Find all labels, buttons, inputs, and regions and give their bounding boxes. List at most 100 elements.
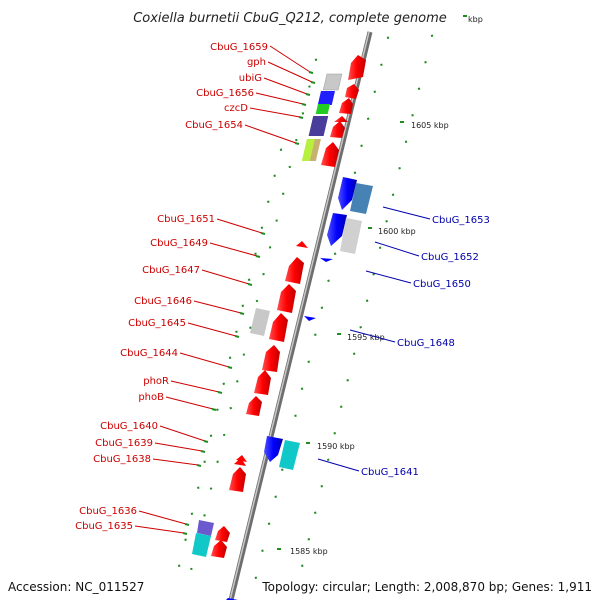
gene-arrow-reverse[interactable] <box>327 213 347 246</box>
tick-mark <box>235 330 238 333</box>
tick-mark <box>247 278 251 281</box>
gene-box-steelblue[interactable] <box>350 183 373 214</box>
sequence-backbone <box>228 31 373 600</box>
gene-label-cbug-1646[interactable]: CbuG_1646 <box>134 296 192 307</box>
gene-label-cbug-1653[interactable]: CbuG_1653 <box>432 215 490 226</box>
gene-box-blue[interactable] <box>317 91 335 105</box>
leader-tick <box>227 366 233 369</box>
tick-mark <box>288 165 292 169</box>
gene-label-cbug-1635[interactable]: CbuG_1635 <box>75 521 133 532</box>
kbp-label-1600: 1600 kbp <box>378 227 416 236</box>
gene-arrow-forward[interactable] <box>234 458 246 466</box>
gene-label-cbug-1648[interactable]: CbuG_1648 <box>397 338 455 349</box>
tick-mark <box>209 487 213 490</box>
gene-arrow-forward[interactable] <box>321 142 339 167</box>
leader-tick <box>184 523 190 526</box>
leader-line <box>159 425 206 442</box>
gene-arrow-forward[interactable] <box>254 370 271 395</box>
gene-label-cbug-1644[interactable]: CbuG_1644 <box>120 348 178 359</box>
gene-label-czcd[interactable]: czcD <box>224 103 248 114</box>
gene-box-tan[interactable] <box>309 139 321 161</box>
tick-mark <box>184 538 187 541</box>
gene-arrow-forward[interactable] <box>339 98 353 114</box>
tick-mark <box>236 380 239 383</box>
tick-mark <box>222 382 225 385</box>
tick-mark <box>339 405 343 408</box>
gene-box-gray[interactable] <box>322 73 343 91</box>
gene-box-lightgray[interactable] <box>250 308 270 336</box>
gene-arrow-reverse[interactable] <box>304 316 316 321</box>
gene-label-cbug-1645[interactable]: CbuG_1645 <box>128 318 186 329</box>
gene-box-lightgreen[interactable] <box>301 139 317 161</box>
leader-line <box>267 61 313 83</box>
gene-box-lightgray[interactable] <box>340 218 362 254</box>
gene-arrow-reverse[interactable] <box>264 436 283 462</box>
gene-arrow-forward[interactable] <box>277 284 296 313</box>
gene-arrow-forward[interactable] <box>215 526 230 542</box>
gene-box-purple[interactable] <box>308 116 329 136</box>
leader-tick <box>217 391 223 394</box>
tick-mark <box>314 58 318 61</box>
gene-arrow-forward[interactable] <box>330 121 345 138</box>
leader-line <box>165 396 214 410</box>
gene-label-phor[interactable]: phoR <box>143 376 169 387</box>
leader-line <box>134 525 185 534</box>
leader-tick <box>298 116 304 119</box>
leader-line <box>179 352 230 368</box>
gene-box-purple[interactable] <box>197 520 214 536</box>
tick-mark <box>229 406 232 410</box>
tick-mark <box>314 333 317 336</box>
tick-mark <box>268 246 272 249</box>
gene-arrow-forward[interactable] <box>334 116 348 122</box>
gene-label-cbug-1647[interactable]: CbuG_1647 <box>142 265 200 276</box>
gene-label-cbug-1639[interactable]: CbuG_1639 <box>95 438 153 449</box>
gene-label-cbug-1654[interactable]: CbuG_1654 <box>185 120 243 131</box>
tick-mark <box>203 460 206 463</box>
gene-label-cbug-1650[interactable]: CbuG_1650 <box>413 279 471 290</box>
tick-mark <box>417 87 421 90</box>
tick-mark <box>300 387 304 390</box>
gene-label-cbug-1638[interactable]: CbuG_1638 <box>93 454 151 465</box>
gene-arrow-forward[interactable] <box>269 313 288 342</box>
gene-arrow-reverse[interactable] <box>338 177 357 210</box>
tick-mark <box>353 171 357 174</box>
gene-box-cyan[interactable] <box>192 533 211 557</box>
leader-line <box>209 242 258 257</box>
gene-arrow-forward[interactable] <box>229 467 246 492</box>
leader-line <box>216 218 263 234</box>
leader-line <box>365 270 412 284</box>
gene-label-phob[interactable]: phoB <box>138 392 164 403</box>
leader-line <box>255 92 304 105</box>
gene-arrow-forward[interactable] <box>348 55 366 80</box>
gene-arrow-forward[interactable] <box>262 345 280 372</box>
tick-mark <box>267 200 270 203</box>
gene-arrow-forward[interactable] <box>296 241 308 248</box>
gene-label-cbug-1640[interactable]: CbuG_1640 <box>100 421 158 432</box>
gene-box-cyan[interactable] <box>279 440 300 470</box>
gene-label-cbug-1641[interactable]: CbuG_1641 <box>361 467 419 478</box>
gene-label-cbug-1656[interactable]: CbuG_1656 <box>196 88 254 99</box>
gene-label-cbug-1651[interactable]: CbuG_1651 <box>157 214 215 225</box>
gene-label-cbug-1652[interactable]: CbuG_1652 <box>421 252 479 263</box>
tick-mark <box>372 273 375 276</box>
map-title: Coxiella burnetii CbuG_Q212, complete ge… <box>133 11 447 26</box>
gene-box-green[interactable] <box>315 104 330 114</box>
gene-arrow-forward[interactable] <box>285 257 304 284</box>
leader-tick <box>301 103 307 106</box>
tick-mark <box>216 460 219 463</box>
leader-tick <box>203 440 209 443</box>
gene-arrow-forward[interactable] <box>345 84 359 99</box>
accession-text: Accession: NC_011527 <box>8 580 145 594</box>
gene-label-gph[interactable]: gph <box>247 57 266 68</box>
gene-label-cbug-1649[interactable]: CbuG_1649 <box>150 238 208 249</box>
gene-label-cbug-1659[interactable]: CbuG_1659 <box>210 42 268 53</box>
gene-arrow-forward[interactable] <box>246 396 262 416</box>
tick-mark <box>307 360 310 363</box>
tick-mark <box>197 486 200 489</box>
tick-mark <box>308 85 311 88</box>
gene-label-cbug-1636[interactable]: CbuG_1636 <box>79 506 137 517</box>
gene-label-ubig[interactable]: ubiG <box>239 73 262 84</box>
gene-arrow-reverse[interactable] <box>320 258 333 262</box>
gene-arrow-forward[interactable] <box>211 540 227 558</box>
tick-mark <box>190 567 193 571</box>
